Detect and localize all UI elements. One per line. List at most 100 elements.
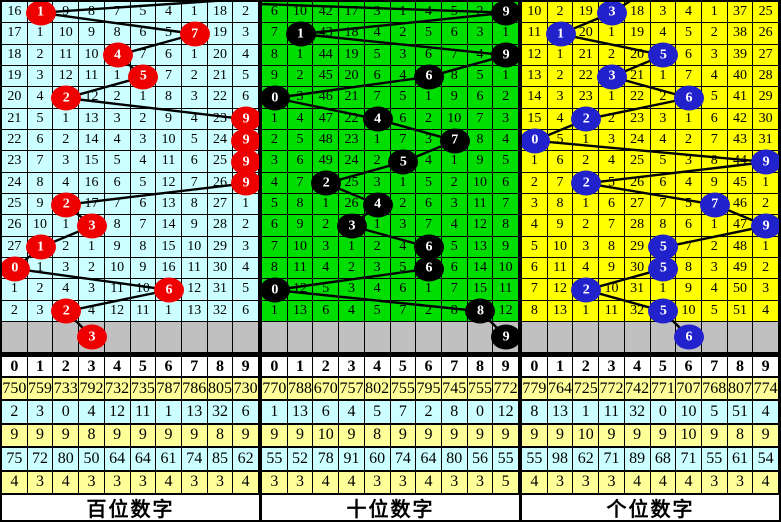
grid-cell: 4 <box>181 108 208 130</box>
grid-cell: 6 <box>156 44 182 66</box>
grid-cell: 4 <box>364 279 391 301</box>
grid-cell: 19 <box>2 66 28 88</box>
grid-cell: 5 <box>313 279 340 301</box>
stat-cell: 735 <box>130 378 157 400</box>
grid-cell: 5 <box>287 130 314 152</box>
stat-cell: 71 <box>599 448 625 470</box>
grid-cell <box>181 23 208 45</box>
digit-header-cell: 8 <box>208 357 234 376</box>
stat-cell: 9 <box>650 424 677 447</box>
stat-cell: 52 <box>287 448 314 470</box>
grid-cell <box>53 87 80 109</box>
grid-cell: 4 <box>753 300 779 322</box>
grid-cell: 6 <box>233 300 259 322</box>
grid-cell: 38 <box>727 23 754 45</box>
digit-header-cell: 6 <box>416 357 442 376</box>
grid-cell: 3 <box>181 87 208 109</box>
grid-cell <box>441 130 468 152</box>
grid-cell: 2 <box>676 130 702 152</box>
gray-cell <box>131 322 157 352</box>
grid-cell: 21 <box>207 66 234 88</box>
grid-cell: 2 <box>701 23 728 45</box>
grid-cell: 8 <box>441 66 468 88</box>
grid-cell: 10 <box>181 236 208 258</box>
grid-cell: 7 <box>390 300 417 322</box>
stats-table: 779 764 725 772 742 771 707 768 807 774 8 13 1 11 32 0 1… <box>522 378 779 495</box>
grid-cell: 3 <box>650 108 677 130</box>
grid-cell: 19 <box>573 2 600 24</box>
grid-cell: 3 <box>262 151 288 173</box>
grid-cell: 1 <box>493 23 519 45</box>
grid-cell: 6 <box>467 87 494 109</box>
digit-header-cell: 9 <box>753 357 779 376</box>
grid-cell: 7 <box>650 194 677 216</box>
stat-cell: 4 <box>339 401 365 423</box>
grid-cell: 1 <box>416 279 442 301</box>
gray-cell <box>182 322 208 352</box>
grid-cell: 2 <box>53 236 80 258</box>
grid-cell: 8 <box>441 300 468 322</box>
grid-cell <box>79 215 105 237</box>
grid-cell <box>416 66 442 88</box>
grid-cell: 3 <box>313 236 340 258</box>
grid-cell: 1 <box>156 300 182 322</box>
grid-cell <box>233 172 259 194</box>
grid-cell <box>753 215 779 237</box>
gray-cell <box>365 322 391 352</box>
stat-cell: 4 <box>53 471 80 493</box>
stat-cell: 0 <box>53 401 80 423</box>
grid-cell: 25 <box>2 194 28 216</box>
gray-cell <box>548 322 574 352</box>
grid-cell: 1 <box>262 108 288 130</box>
grid-cell: 45 <box>313 66 340 88</box>
grid-cell <box>53 300 80 322</box>
grid-cell: 1 <box>53 108 80 130</box>
grid-cell: 3 <box>573 236 600 258</box>
grid-cell: 2 <box>233 2 259 24</box>
gray-cell <box>391 322 417 352</box>
grid-cell: 18 <box>339 23 365 45</box>
stat-cell: 71 <box>676 448 702 470</box>
stat-cell: 764 <box>547 378 574 400</box>
grid-cell: 2 <box>233 215 259 237</box>
grid-cell: 6 <box>416 44 442 66</box>
stat-cell: 3 <box>79 471 105 493</box>
grid-cell: 6 <box>27 130 54 152</box>
grid-cell: 13 <box>547 300 574 322</box>
grid-cell: 4 <box>676 2 702 24</box>
grid-cell: 4 <box>547 108 574 130</box>
grid-cell: 2 <box>27 44 54 66</box>
grid-cell <box>233 151 259 173</box>
grid-cell: 17 <box>2 23 28 45</box>
grid-cell: 12 <box>181 279 208 301</box>
separator-band <box>2 322 259 352</box>
grid-cell: 7 <box>104 2 131 24</box>
grid-cell: 2 <box>287 66 314 88</box>
grid-cell: 8 <box>676 258 702 280</box>
grid-cell: 3 <box>650 2 677 24</box>
digit-header-cell: 8 <box>728 357 754 376</box>
stat-cell: 4 <box>313 471 340 493</box>
grid-cell: 32 <box>207 300 234 322</box>
panel-units-digit: 10 2 19 18 3 4 1 37 25 11 20 1 19 4 5 2 38 26 12 1 21 2 20 6 3 39… <box>522 2 779 521</box>
digit-header-cell: 7 <box>182 357 208 376</box>
grid-cell: 6 <box>262 2 288 24</box>
grid-cell: 1 <box>753 236 779 258</box>
grid-cell: 26 <box>753 23 779 45</box>
grid-cell: 16 <box>79 172 105 194</box>
grid-cell: 20 <box>624 44 651 66</box>
grid-cell: 20 <box>573 23 600 45</box>
grid-cell: 7 <box>441 279 468 301</box>
grid-cell <box>130 66 157 88</box>
grid-cell: 16 <box>2 2 28 24</box>
digit-header-cell: 5 <box>651 357 677 376</box>
grid-cell: 4 <box>599 151 625 173</box>
grid-cell: 8 <box>27 172 54 194</box>
panel-tens-digit: 6 10 42 17 3 1 4 5 2 7 43 18 4 2 5 6 3 1 8 1 44 19 5 3 6 7 4 9 2 45 20… <box>262 2 522 521</box>
grid-cell: 6 <box>104 172 131 194</box>
grid-cell: 10 <box>53 23 80 45</box>
grid-cell <box>287 23 314 45</box>
digit-header-cell: 2 <box>53 357 80 376</box>
grid-cell: 15 <box>522 108 548 130</box>
